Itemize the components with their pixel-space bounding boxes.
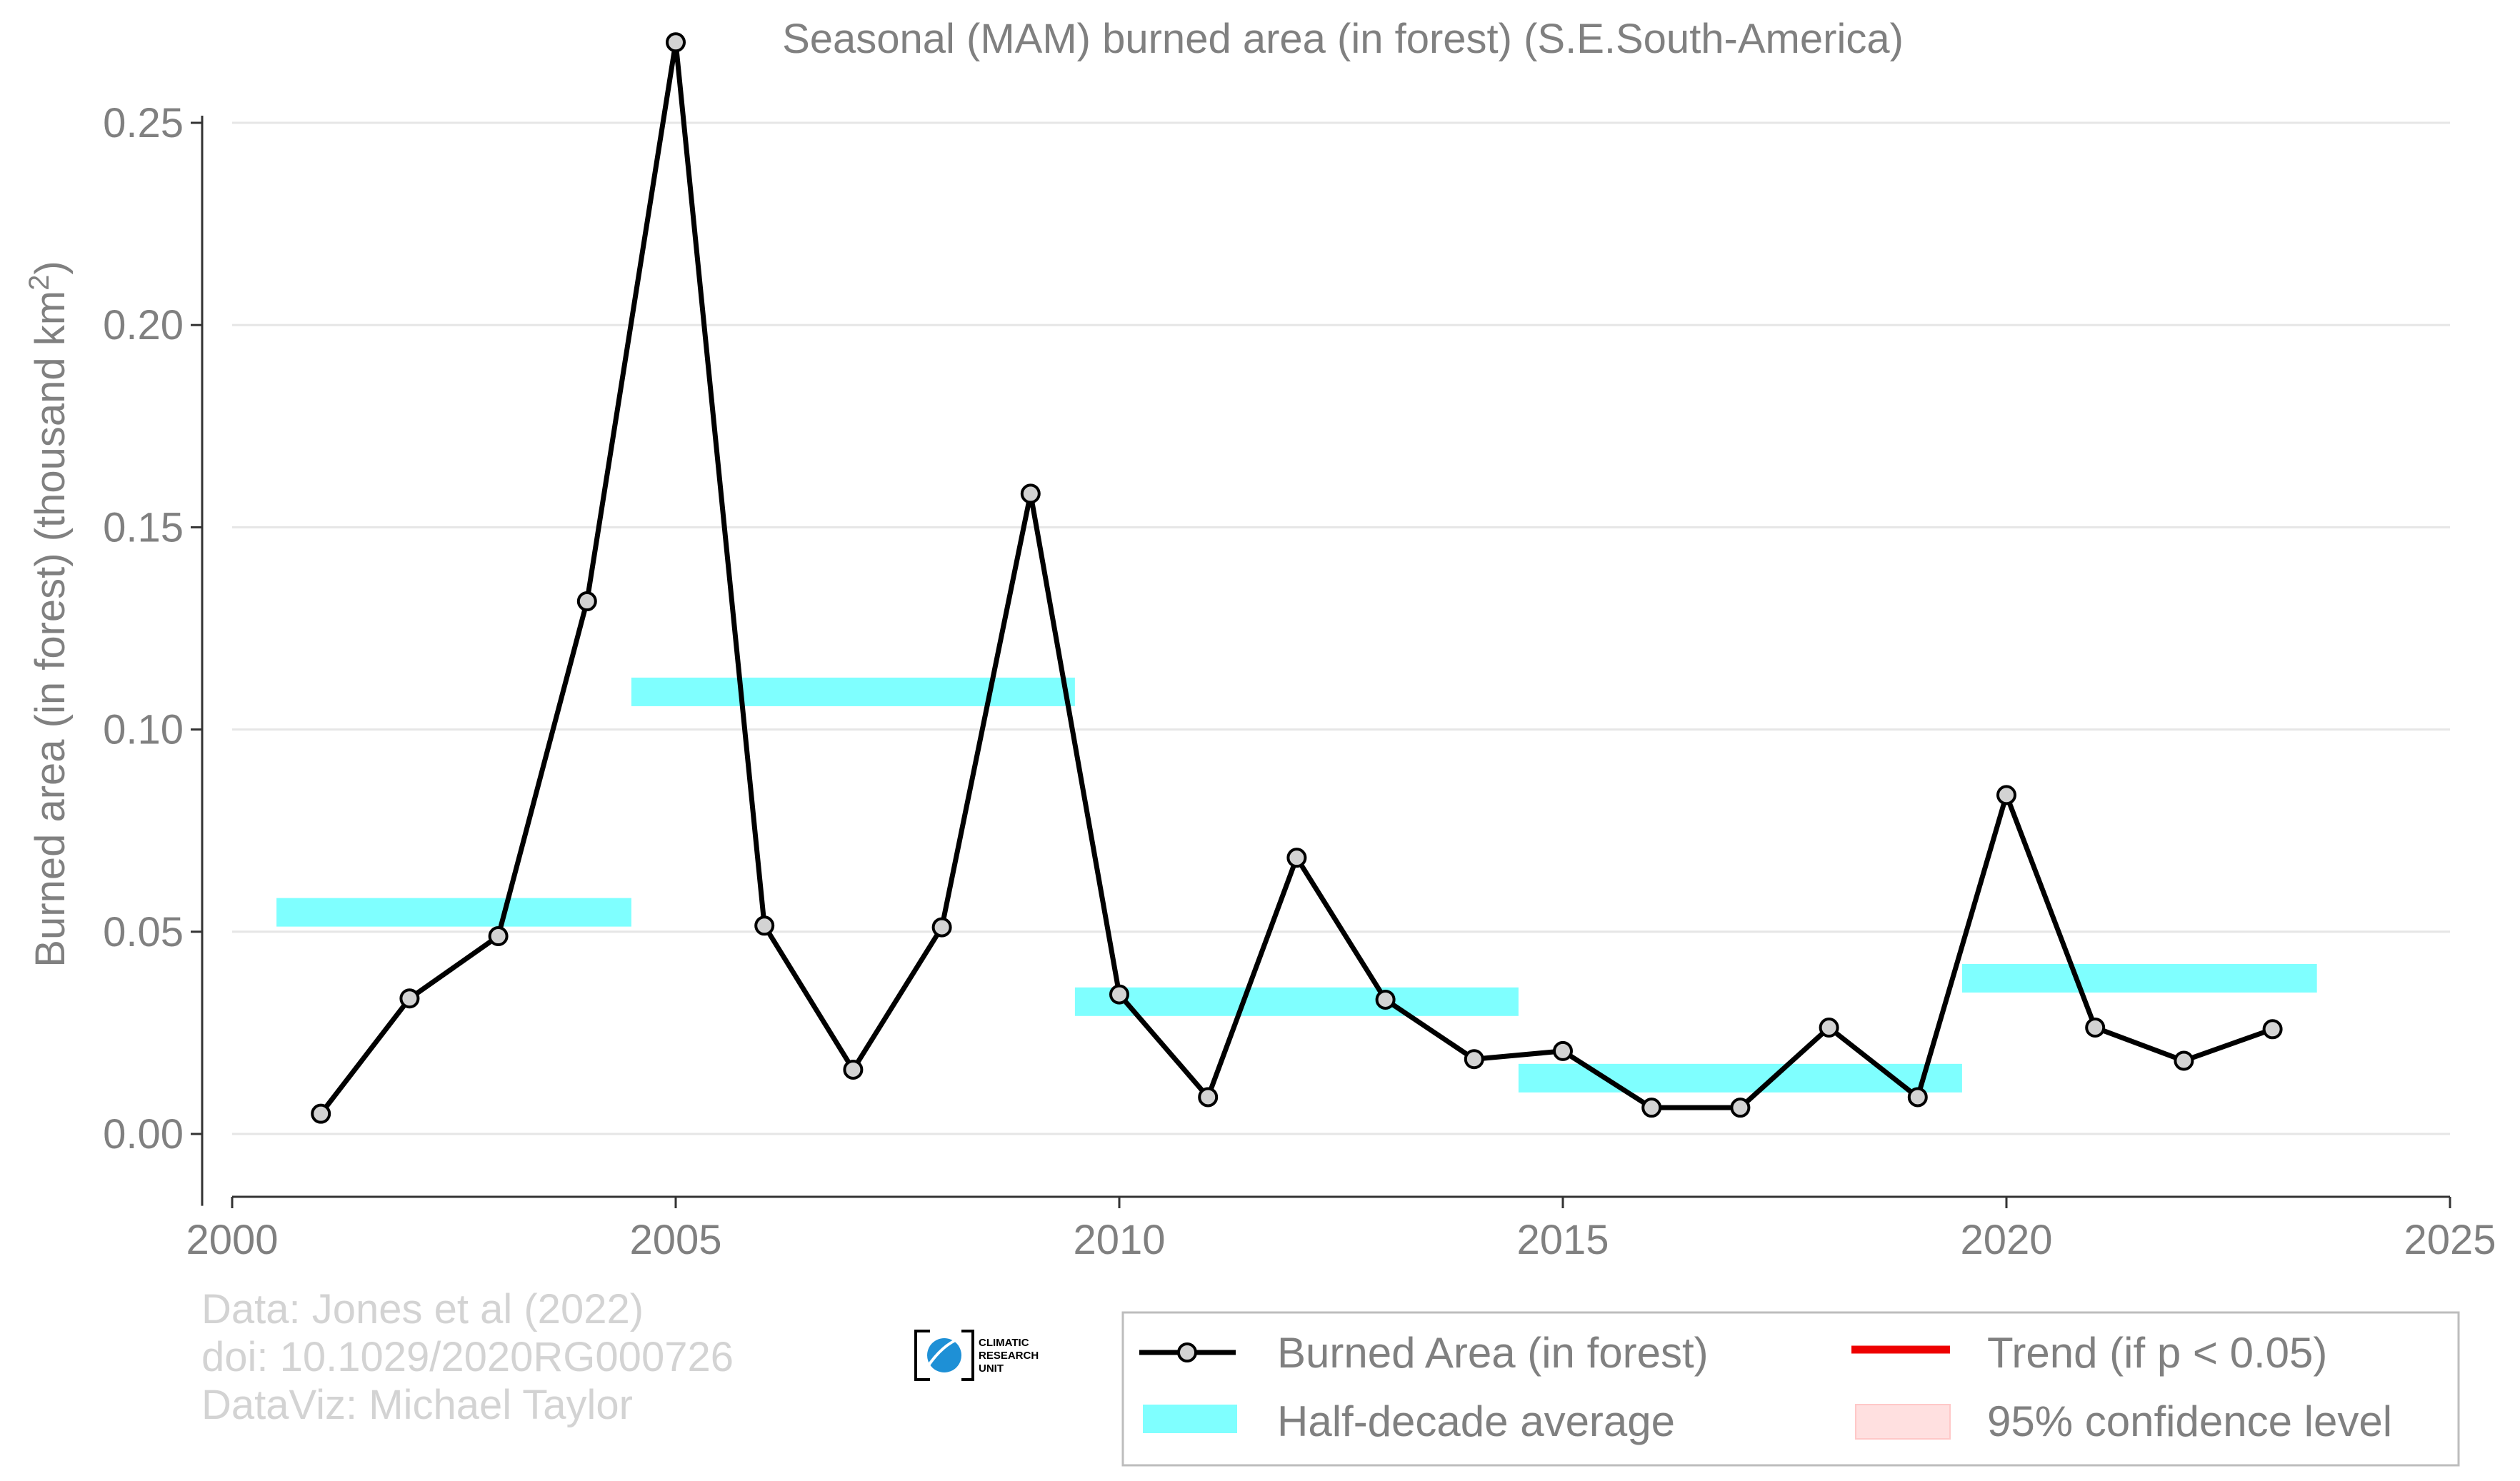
legend-swatch-confidence [1855,1404,1951,1440]
data-point-2017 [1730,1098,1751,1118]
credit-data-source: Data: Jones et al (2022) [201,1286,644,1332]
data-point-2023 [2262,1019,2283,1040]
y-axis-label-main: Burned area (in forest) (thousand km [27,291,74,968]
data-point-2008 [931,917,952,938]
legend-swatch-half-decade [1143,1405,1237,1433]
cru-globe-icon [927,1338,961,1372]
grid-lines [232,121,2450,1135]
data-point-2020 [1996,785,2016,805]
y-axis-label-tail: ) [27,261,74,274]
legend-marker-burned-area [1177,1342,1197,1362]
data-point-2005 [666,32,686,53]
legend-label-trend: Trend (if p < 0.05) [1987,1329,2327,1377]
y-axis-label-superscript: 2 [24,275,55,291]
data-point-2013 [1375,989,1396,1010]
data-point-2004 [576,591,597,612]
data-credits: Data: Jones et al (2022) doi: 10.1029/20… [201,1286,734,1428]
data-point-2014 [1464,1049,1484,1070]
x-tick-label-3: 2015 [1516,1217,1609,1263]
x-tick-label-1: 2005 [629,1217,721,1263]
x-tick-label-4: 2020 [1960,1217,2052,1263]
data-point-2018 [1819,1018,1839,1038]
series-line-0 [319,39,2274,1115]
cru-logo-swoosh [927,1335,965,1367]
burned-area-series [311,32,2283,1124]
y-tick-label-5: 0.25 [103,100,184,146]
data-point-2012 [1286,848,1307,868]
data-point-2010 [1109,984,1129,1005]
data-point-2019 [1907,1087,1928,1108]
y-axis-label: Burned area (in forest) (thousand km2) [24,261,74,967]
y-tick-label-4: 0.20 [103,302,184,348]
cru-logo-line-3: UNIT [979,1362,1004,1375]
cru-logo-bracket-left [914,1330,930,1381]
credit-doi: doi: 10.1029/2020RG000726 [201,1334,734,1380]
cru-logo: CLIMATIC RESEARCH UNIT [914,1330,1039,1381]
cru-logo-line-1: CLIMATIC [979,1337,1029,1349]
legend-frame [1121,1311,2460,1467]
chart-title: Seasonal (MAM) burned area (in forest) (… [782,16,1904,62]
data-point-2007 [843,1059,864,1080]
y-axis: 0.00 0.05 0.10 0.15 0.20 0.25 [103,100,204,1206]
half-decade-average-bars [276,677,2317,1093]
data-point-2011 [1198,1087,1219,1108]
x-axis: 2000 2005 2010 2015 2020 2025 [186,1195,2496,1263]
x-tick-label-5: 2025 [2404,1217,2496,1263]
half-decade-bar-2 [1074,987,1519,1016]
data-point-2006 [754,915,775,936]
data-point-2022 [2174,1050,2194,1071]
data-point-2009 [1020,483,1041,504]
x-tick-label-0: 2000 [186,1217,278,1263]
legend-label-confidence: 95% confidence level [1987,1397,2392,1445]
data-point-2002 [399,988,420,1009]
y-tick-label-1: 0.05 [103,909,184,955]
data-point-2003 [488,926,509,947]
data-point-2021 [2085,1018,2106,1038]
half-decade-bar-0 [276,898,631,927]
legend-label-burned-area: Burned Area (in forest) [1277,1329,1709,1377]
data-point-2016 [1641,1098,1662,1118]
y-tick-label-2: 0.10 [103,707,184,753]
half-decade-bar-4 [1961,963,2317,993]
cru-logo-bracket-right [961,1330,974,1381]
data-point-2001 [311,1103,331,1124]
x-tick-label-2: 2010 [1073,1217,1165,1263]
half-decade-bar-1 [631,677,1075,706]
cru-logo-line-2: RESEARCH [979,1350,1039,1362]
data-point-2015 [1553,1040,1573,1061]
credit-dataviz: DataViz: Michael Taylor [201,1382,633,1428]
y-tick-label-0: 0.00 [103,1111,184,1158]
legend: Burned Area (in forest) Trend (if p < 0.… [1121,1311,2460,1467]
legend-label-half-decade: Half-decade average [1277,1397,1675,1445]
y-tick-label-3: 0.15 [103,504,184,551]
